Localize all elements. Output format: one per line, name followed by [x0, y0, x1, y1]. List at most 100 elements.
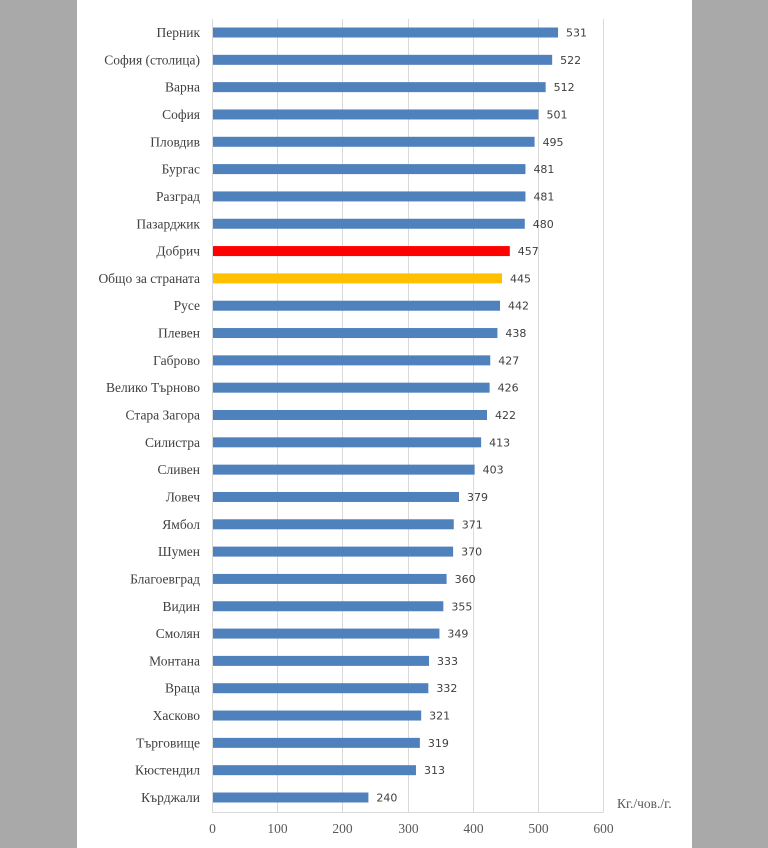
data-label: 370 — [461, 546, 482, 559]
data-label: 427 — [498, 354, 519, 367]
data-label: 379 — [467, 491, 488, 504]
bars — [213, 27, 559, 803]
category-label: Русе — [174, 298, 200, 313]
bar — [213, 491, 459, 502]
data-label: 313 — [424, 764, 445, 777]
category-label: Кюстендил — [135, 763, 200, 778]
x-tick-label: 0 — [209, 821, 216, 836]
data-label: 349 — [447, 628, 468, 641]
category-label: София — [162, 107, 200, 122]
category-label: София (столица) — [104, 52, 200, 67]
data-label: 438 — [505, 327, 526, 340]
data-label: 319 — [428, 737, 449, 750]
category-label: Варна — [165, 80, 200, 95]
category-label: Враца — [165, 681, 200, 696]
category-label: Ловеч — [166, 489, 201, 504]
bar — [213, 191, 526, 202]
bar — [213, 546, 454, 557]
data-label: 413 — [489, 436, 510, 449]
data-label: 333 — [437, 655, 458, 668]
bar — [213, 710, 422, 721]
data-label: 531 — [566, 27, 587, 40]
category-label: Кърджали — [141, 790, 200, 805]
category-label: Шумен — [158, 544, 200, 559]
data-label: 522 — [560, 54, 581, 67]
bar — [213, 273, 502, 284]
bar — [213, 355, 491, 366]
category-labels: Перник София (столица) Варна София Пловдив Бу… — [98, 25, 200, 805]
data-label: 481 — [533, 163, 554, 176]
category-label: Благоевград — [130, 571, 200, 586]
bar — [213, 136, 535, 147]
data-label: 501 — [546, 108, 567, 121]
bar — [213, 792, 369, 803]
category-label: Пазарджик — [136, 216, 200, 231]
data-label: 360 — [455, 573, 476, 586]
x-tick-label: 200 — [332, 821, 353, 836]
data-label: 481 — [533, 190, 554, 203]
category-label: Плевен — [158, 326, 200, 341]
value-labels: 531 522 512 501 495 481 481 480 457 445 442 438 427 4… — [376, 27, 587, 805]
category-label: Ямбол — [162, 517, 200, 532]
data-label: 457 — [518, 245, 539, 258]
bar — [213, 683, 429, 694]
data-label: 442 — [508, 300, 529, 313]
data-label: 426 — [498, 382, 519, 395]
bar — [213, 765, 416, 776]
data-label: 495 — [543, 136, 564, 149]
data-label: 371 — [462, 518, 483, 531]
x-tick-label: 500 — [528, 821, 549, 836]
bar — [213, 737, 420, 748]
x-tick-label: 600 — [593, 821, 614, 836]
category-label: Търговище — [136, 735, 200, 750]
x-tick-label: 400 — [463, 821, 484, 836]
bar — [213, 54, 553, 65]
data-label: 512 — [554, 81, 575, 94]
bar — [213, 601, 444, 612]
category-label: Смолян — [156, 626, 200, 641]
data-label: 321 — [429, 710, 450, 723]
data-label: 240 — [376, 792, 397, 805]
bar — [213, 218, 525, 229]
bar — [213, 573, 447, 584]
data-label: 480 — [533, 218, 554, 231]
category-label: Общо за страната — [98, 271, 200, 286]
category-label: Разград — [156, 189, 200, 204]
bar — [213, 328, 498, 339]
bar — [213, 437, 482, 448]
bar — [213, 300, 501, 311]
bar — [213, 246, 510, 257]
bar — [213, 27, 559, 38]
bar — [213, 410, 488, 420]
category-label: Видин — [162, 599, 200, 614]
data-label: 355 — [451, 600, 472, 613]
bar — [213, 109, 539, 120]
data-label: 445 — [510, 272, 531, 285]
x-axis-ticks: 0 100 200 300 400 500 600 — [209, 821, 614, 836]
data-label: 422 — [495, 409, 516, 422]
category-label: Силистра — [145, 435, 200, 450]
bar — [213, 655, 430, 666]
category-label: Перник — [157, 25, 201, 40]
category-label: Стара Загора — [126, 408, 200, 423]
bar — [213, 464, 475, 475]
category-label: Монтана — [149, 653, 200, 668]
bar — [213, 82, 546, 93]
bar — [213, 164, 526, 175]
data-label: 332 — [436, 682, 457, 695]
category-label: Хасково — [153, 708, 201, 723]
x-axis-unit-label: Кг./чов./г. — [617, 796, 672, 811]
x-tick-label: 100 — [267, 821, 288, 836]
category-label: Пловдив — [150, 134, 200, 149]
category-label: Добрич — [156, 244, 200, 259]
category-label: Бургас — [162, 162, 200, 177]
category-label: Велико Търново — [106, 380, 200, 395]
bar — [213, 628, 440, 639]
x-tick-label: 300 — [398, 821, 419, 836]
category-label: Габрово — [153, 353, 200, 368]
data-label: 403 — [483, 464, 504, 477]
category-label: Сливен — [158, 462, 200, 477]
bar — [213, 519, 454, 530]
bar — [213, 382, 490, 393]
